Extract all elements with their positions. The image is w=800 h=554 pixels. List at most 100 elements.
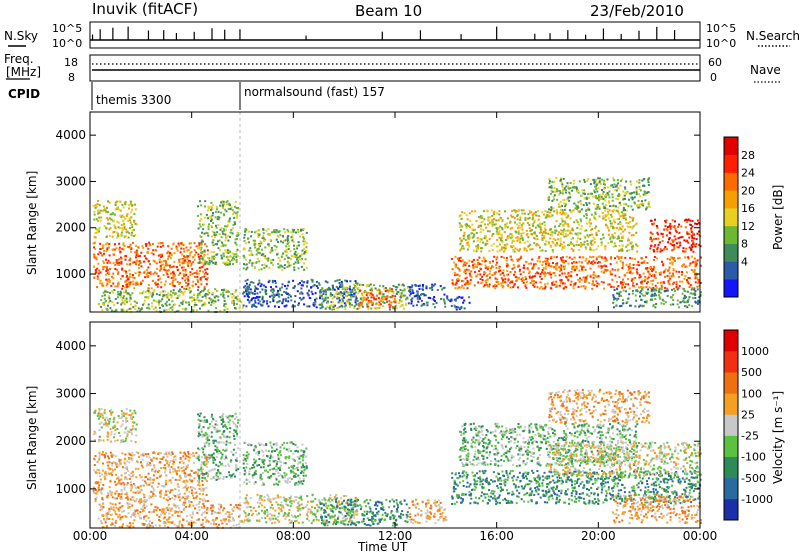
power-cell <box>585 257 588 260</box>
power-cell <box>635 231 638 234</box>
power-cell <box>244 258 247 261</box>
power-cell <box>267 281 270 283</box>
power-cell <box>186 261 189 264</box>
power-cell <box>628 267 631 270</box>
power-cell <box>171 283 174 286</box>
velocity-cell <box>118 479 121 482</box>
power-cell <box>106 272 109 275</box>
power-cell <box>118 264 121 266</box>
power-cell <box>222 213 225 216</box>
power-cell <box>333 304 336 307</box>
power-cell <box>473 263 476 266</box>
power-cell <box>609 184 612 187</box>
power-cell <box>575 243 578 246</box>
power-cell <box>354 295 357 298</box>
power-cell <box>162 244 165 247</box>
power-cell <box>609 222 612 225</box>
power-cell <box>646 206 649 209</box>
power-cell <box>98 228 100 231</box>
power-cell <box>691 261 694 264</box>
power-cell <box>479 240 482 243</box>
power-cell <box>681 270 684 273</box>
power-cell <box>573 269 576 272</box>
power-cell <box>280 286 283 289</box>
power-cell <box>376 307 379 310</box>
power-cell <box>97 253 100 256</box>
power-cell <box>467 237 470 240</box>
power-cell <box>558 205 561 208</box>
power-cell <box>657 237 660 240</box>
power-cell <box>566 229 569 232</box>
power-cell <box>294 261 297 264</box>
power-cell <box>298 297 301 299</box>
power-cell <box>147 303 150 306</box>
power-cell <box>411 284 414 287</box>
power-cell <box>563 241 565 244</box>
power-cell <box>560 260 563 262</box>
power-cell <box>338 305 341 308</box>
power-cell <box>522 209 525 212</box>
power-cell <box>338 278 341 281</box>
power-cell <box>218 239 221 242</box>
power-cell <box>647 181 650 184</box>
power-colorbar-swatch <box>724 243 738 262</box>
power-cell <box>104 265 107 268</box>
power-cell <box>319 295 322 298</box>
power-cell <box>664 221 667 224</box>
power-cell <box>219 293 222 296</box>
velocity-cell <box>94 498 97 501</box>
power-cell <box>290 258 292 261</box>
power-cell <box>108 272 111 275</box>
power-cell <box>116 285 119 288</box>
power-cell <box>354 280 357 283</box>
power-cell <box>102 291 105 294</box>
power-cell <box>609 225 612 228</box>
power-cell <box>361 305 364 308</box>
power-cell <box>635 243 638 246</box>
power-cell <box>580 268 583 271</box>
power-cell <box>326 300 329 303</box>
power-cell <box>571 258 574 261</box>
power-cell <box>160 281 163 284</box>
velocity-cell <box>110 493 113 496</box>
power-cell <box>650 240 653 243</box>
power-cell <box>488 250 491 252</box>
power-cell <box>492 212 495 215</box>
velocity-cell <box>172 458 175 461</box>
power-cell <box>207 290 209 292</box>
velocity-cell <box>194 487 197 490</box>
power-cell <box>513 250 516 253</box>
power-cell <box>179 272 182 275</box>
power-cell <box>491 225 494 227</box>
power-cell <box>234 200 237 203</box>
velocity-cell <box>157 482 160 485</box>
power-cell <box>627 198 630 201</box>
power-cell <box>339 291 342 294</box>
power-cell <box>649 236 652 239</box>
power-cell <box>408 294 411 297</box>
power-cell <box>457 267 460 270</box>
power-cell <box>204 292 207 295</box>
power-cell <box>269 295 271 298</box>
power-cell <box>563 202 566 205</box>
power-cell <box>178 258 181 261</box>
power-cell <box>477 247 480 250</box>
power-cell <box>187 278 189 281</box>
power-cell <box>651 295 653 298</box>
power-cell <box>107 301 110 304</box>
power-cell <box>561 243 564 246</box>
power-cell <box>197 289 199 292</box>
power-cell <box>555 264 558 267</box>
velocity-cell <box>126 502 129 505</box>
power-cell <box>249 281 252 284</box>
power-cell <box>562 282 565 285</box>
velocity-cell <box>93 457 96 460</box>
nsearch-label: N.Search <box>746 29 800 43</box>
power-cell <box>389 296 392 299</box>
power-cell <box>248 249 251 252</box>
power-cell <box>125 272 128 275</box>
power-cell <box>516 215 519 218</box>
power-cell <box>561 183 564 186</box>
power-cell <box>194 276 196 278</box>
